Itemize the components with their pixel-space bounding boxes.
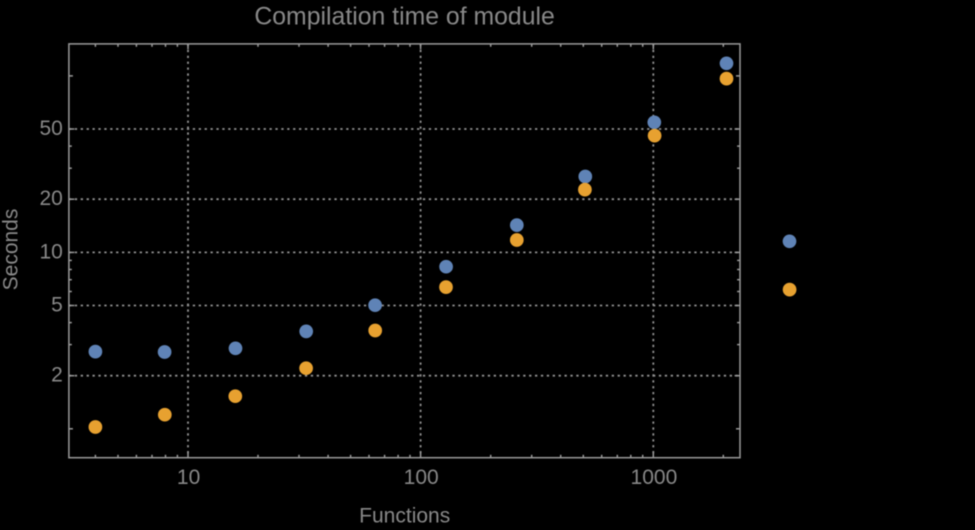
svg-text:5: 5	[51, 294, 63, 317]
svg-text:Compilation time of module: Compilation time of module	[254, 4, 554, 31]
svg-text:1000: 1000	[631, 466, 678, 489]
svg-text:10: 10	[39, 240, 62, 263]
svg-text:Seconds: Seconds	[0, 209, 23, 291]
svg-text:100: 100	[404, 466, 439, 489]
svg-text:Functions: Functions	[359, 504, 450, 525]
svg-text:50: 50	[39, 117, 62, 140]
svg-text:2: 2	[51, 364, 63, 387]
svg-text:20: 20	[39, 187, 62, 210]
svg-text:10: 10	[177, 466, 200, 489]
